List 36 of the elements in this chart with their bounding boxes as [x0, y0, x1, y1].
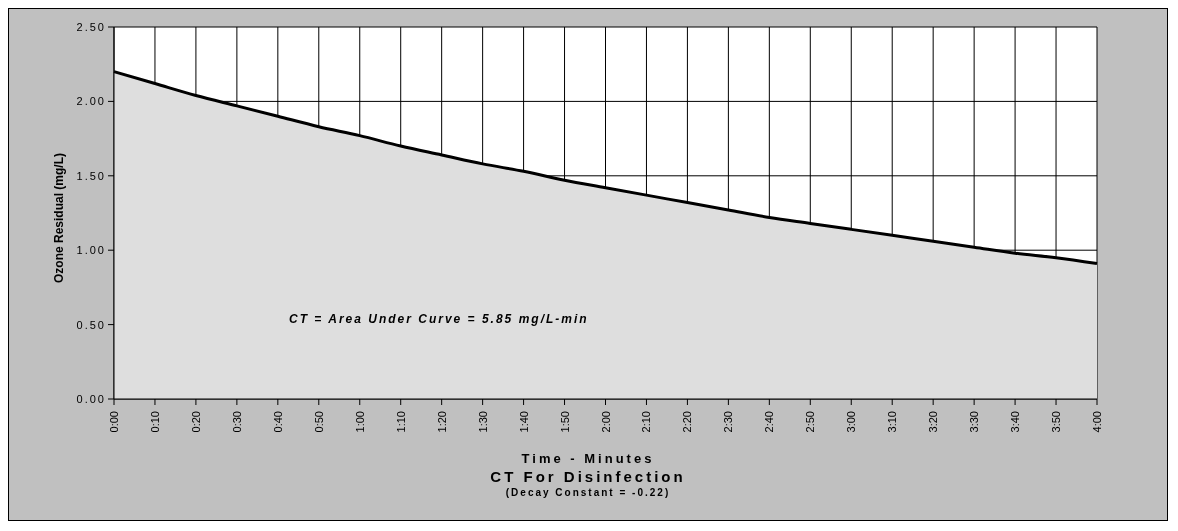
x-tick-label: 3:50	[1050, 411, 1063, 433]
y-tick-label: 0.50	[76, 318, 106, 331]
y-tick-label: 2.00	[76, 95, 106, 108]
x-tick-label: 0:40	[271, 411, 284, 433]
x-tick-label: 2:20	[681, 411, 694, 433]
x-tick-label: 1:40	[517, 411, 530, 433]
x-tick-label: 2:40	[763, 411, 776, 433]
x-tick-label: 1:20	[435, 411, 448, 433]
x-tick-label: 2:30	[722, 411, 735, 433]
x-tick-label: 1:50	[558, 411, 571, 433]
x-tick-label: 3:10	[886, 411, 899, 433]
x-tick-label: 1:10	[394, 411, 407, 433]
x-tick-label: 1:00	[353, 411, 366, 433]
y-tick-label: 0.00	[76, 392, 106, 405]
x-tick-label: 0:30	[230, 411, 243, 433]
x-tick-label: 3:30	[968, 411, 981, 433]
y-tick-label: 1.50	[76, 169, 106, 182]
x-tick-label: 2:10	[640, 411, 653, 433]
x-tick-label: 2:00	[599, 411, 612, 433]
y-tick-label: 2.50	[76, 20, 106, 33]
x-tick-label: 0:50	[312, 411, 325, 433]
x-tick-label: 0:10	[148, 411, 161, 433]
y-axis-title: Ozone Residual (mg/L)	[52, 152, 67, 283]
text: CT For Disinfection	[489, 468, 687, 485]
x-tick-label: 4:00	[1091, 411, 1103, 433]
annotation: CT = Area Under Curve = 5.85 mg/L-min	[289, 312, 589, 326]
x-tick-label: 2:50	[804, 411, 817, 433]
x-tick-label: 3:00	[845, 411, 858, 433]
x-tick-label: 3:20	[927, 411, 940, 433]
text: (Decay Constant = -0.22)	[504, 487, 672, 498]
x-tick-label: 0:20	[189, 411, 202, 433]
x-tick-label: 1:30	[476, 411, 489, 433]
x-axis-title: Time - Minutes	[520, 451, 656, 466]
x-tick-label: 0:00	[108, 411, 120, 433]
x-tick-label: 3:40	[1009, 411, 1022, 433]
y-tick-label: 1.00	[76, 244, 106, 257]
